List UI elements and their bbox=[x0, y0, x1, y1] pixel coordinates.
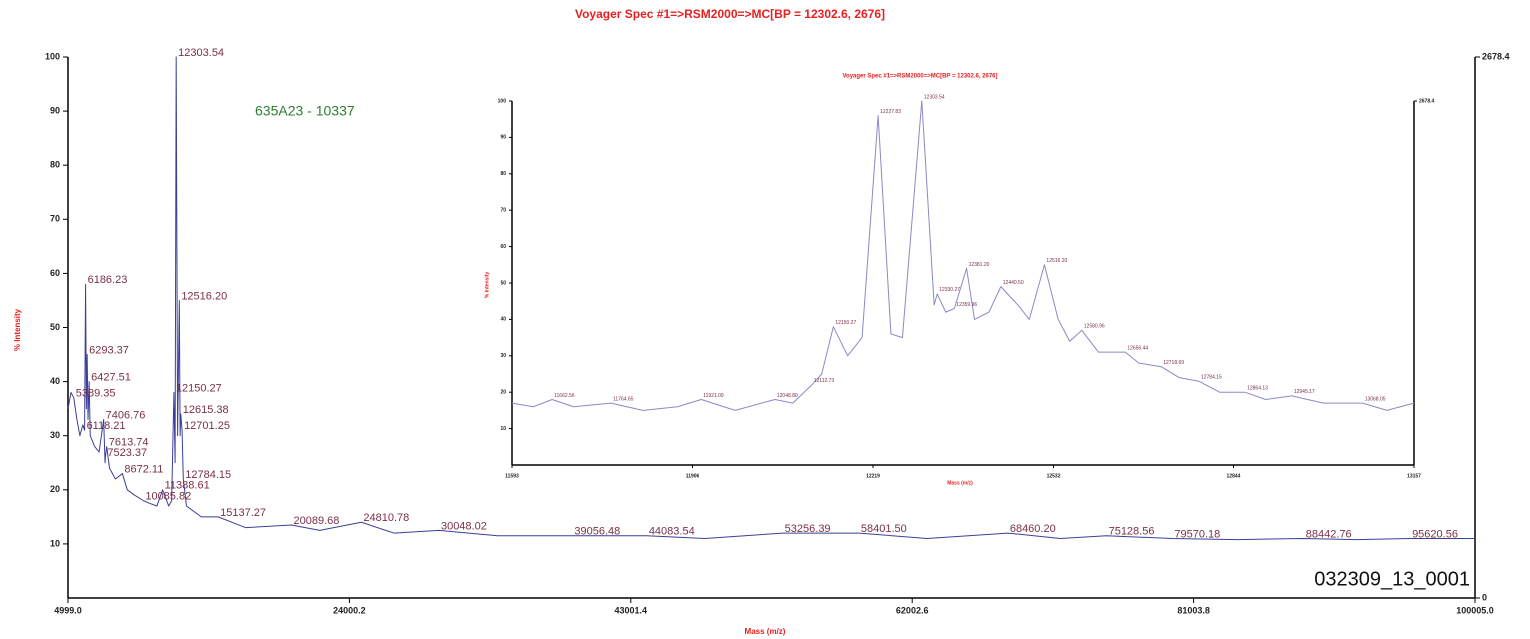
inset-background bbox=[482, 66, 1444, 490]
peak-label: 24810.78 bbox=[363, 512, 409, 524]
y-tick-label: 30 bbox=[50, 430, 60, 440]
y-tick-label: 70 bbox=[50, 214, 60, 224]
y-tick-label: 60 bbox=[500, 244, 506, 250]
peak-label: 11921.09 bbox=[703, 393, 724, 399]
peak-label: 68460.20 bbox=[1010, 523, 1056, 535]
peak-label: 12440.50 bbox=[1003, 280, 1024, 286]
y-tick-label: 40 bbox=[50, 376, 60, 386]
peak-label: 12615.38 bbox=[183, 404, 229, 416]
peak-label: 20089.68 bbox=[293, 515, 339, 527]
peak-label: 12718.69 bbox=[1163, 360, 1184, 366]
x-tick-label: 13157 bbox=[1407, 473, 1421, 479]
y-tick-label: 80 bbox=[50, 160, 60, 170]
y-axis-label: % Intensity bbox=[13, 308, 22, 351]
annotation: 032309_13_0001 bbox=[1314, 568, 1470, 590]
annotation: 635A23 - 10337 bbox=[255, 103, 355, 119]
peak-label: 12945.17 bbox=[1294, 389, 1315, 395]
peak-label: 6427.51 bbox=[91, 372, 131, 384]
peak-label: 12303.54 bbox=[924, 94, 945, 100]
y2-tick-label: 2678.4 bbox=[1419, 98, 1435, 104]
peak-label: 6186.23 bbox=[88, 274, 128, 286]
peak-label: 12701.25 bbox=[184, 420, 230, 432]
peak-label: 12359.96 bbox=[956, 302, 977, 308]
peak-label: 12656.44 bbox=[1127, 345, 1148, 351]
chart-title: Voyager Spec #1=>RSM2000=>MC[BP = 12302.… bbox=[575, 7, 885, 21]
y-tick-label: 10 bbox=[500, 426, 506, 432]
chart-title: Voyager Spec #1=>RSM2000=>MC[BP = 12302.… bbox=[842, 74, 997, 80]
spectrum-line bbox=[511, 100, 1415, 411]
peak-label: 7406.76 bbox=[106, 409, 146, 421]
peak-label: 12150.27 bbox=[835, 320, 856, 326]
y-axis-label: % Intensity bbox=[484, 272, 490, 299]
y-tick-label: 50 bbox=[50, 322, 60, 332]
peak-label: 10085.82 bbox=[145, 491, 191, 503]
peak-label: 11662.56 bbox=[554, 393, 575, 399]
y-tick-label: 10 bbox=[50, 538, 60, 548]
y-tick-label: 100 bbox=[498, 98, 507, 104]
peak-label: 12381.20 bbox=[969, 262, 990, 268]
peak-label: 12048.80 bbox=[777, 393, 798, 399]
peak-label: 12516.20 bbox=[181, 290, 227, 302]
peak-label: 44083.54 bbox=[649, 526, 695, 538]
peak-label: 53256.39 bbox=[785, 523, 831, 535]
peak-label: 8672.11 bbox=[124, 463, 163, 475]
x-tick-label: 24000.2 bbox=[333, 605, 366, 615]
peak-label: 12112.73 bbox=[814, 378, 835, 384]
peak-label: 7613.74 bbox=[109, 436, 149, 448]
peak-label: 13068.05 bbox=[1365, 396, 1386, 402]
x-tick-label: 12219 bbox=[866, 473, 880, 479]
peak-label: 79570.18 bbox=[1174, 528, 1220, 540]
y-tick-label: 80 bbox=[500, 171, 506, 177]
x-tick-label: 12532 bbox=[1047, 473, 1061, 479]
peak-label: 12150.27 bbox=[176, 382, 222, 394]
peak-label: 7523.37 bbox=[107, 447, 147, 459]
peak-label: 6293.37 bbox=[89, 344, 129, 356]
y-tick-label: 20 bbox=[50, 484, 60, 494]
y-tick-label: 90 bbox=[500, 135, 506, 141]
y2-tick-label: 0 bbox=[1482, 592, 1487, 602]
y-tick-label: 20 bbox=[500, 390, 506, 396]
peak-label: 6118.21 bbox=[87, 420, 126, 432]
peak-label: 58401.50 bbox=[861, 523, 907, 535]
x-axis-label: Mass (m/z) bbox=[947, 480, 973, 486]
x-tick-label: 100005.0 bbox=[1456, 605, 1494, 615]
y-tick-label: 100 bbox=[45, 51, 60, 61]
y-tick-label: 70 bbox=[500, 208, 506, 214]
peak-label: 12330.27 bbox=[939, 287, 960, 293]
x-tick-label: 11906 bbox=[686, 473, 700, 479]
x-tick-label: 12844 bbox=[1227, 473, 1241, 479]
peak-label: 11388.61 bbox=[165, 480, 210, 492]
peak-label: 12864.13 bbox=[1247, 386, 1268, 392]
y2-tick-label: 2678.4 bbox=[1482, 51, 1510, 61]
peak-label: 75128.56 bbox=[1109, 526, 1155, 538]
x-tick-label: 62002.6 bbox=[896, 605, 929, 615]
spectrum-line bbox=[67, 56, 1475, 541]
peak-label: 12303.54 bbox=[178, 47, 224, 59]
peak-label: 95620.56 bbox=[1412, 528, 1458, 540]
chart-0: Voyager Spec #1=>RSM2000=>MC[BP = 12302.… bbox=[13, 7, 1509, 636]
peak-label: 5389.35 bbox=[76, 388, 116, 400]
y-tick-label: 60 bbox=[50, 268, 60, 278]
chart-1: Voyager Spec #1=>RSM2000=>MC[BP = 12302.… bbox=[482, 66, 1444, 490]
y-tick-label: 50 bbox=[500, 280, 506, 286]
peak-label: 11764.65 bbox=[613, 396, 634, 402]
x-tick-label: 43001.4 bbox=[615, 605, 648, 615]
y-tick-label: 30 bbox=[500, 353, 506, 359]
y-tick-label: 90 bbox=[50, 105, 60, 115]
peak-label: 15137.27 bbox=[220, 507, 266, 519]
peak-label: 12516.20 bbox=[1046, 258, 1067, 264]
peak-label: 12580.96 bbox=[1084, 324, 1105, 330]
x-tick-label: 11593 bbox=[505, 473, 519, 479]
peak-label: 88442.76 bbox=[1306, 528, 1352, 540]
y-tick-label: 40 bbox=[500, 317, 506, 323]
x-tick-label: 4999.0 bbox=[54, 605, 82, 615]
x-axis-label: Mass (m/z) bbox=[745, 627, 786, 636]
peak-label: 12784.15 bbox=[185, 469, 231, 481]
x-tick-label: 81003.8 bbox=[1177, 605, 1210, 615]
peak-label: 39056.48 bbox=[574, 526, 620, 538]
peak-label: 12227.83 bbox=[880, 109, 901, 115]
peak-label: 12784.15 bbox=[1201, 375, 1222, 381]
peak-label: 30048.02 bbox=[441, 520, 487, 532]
